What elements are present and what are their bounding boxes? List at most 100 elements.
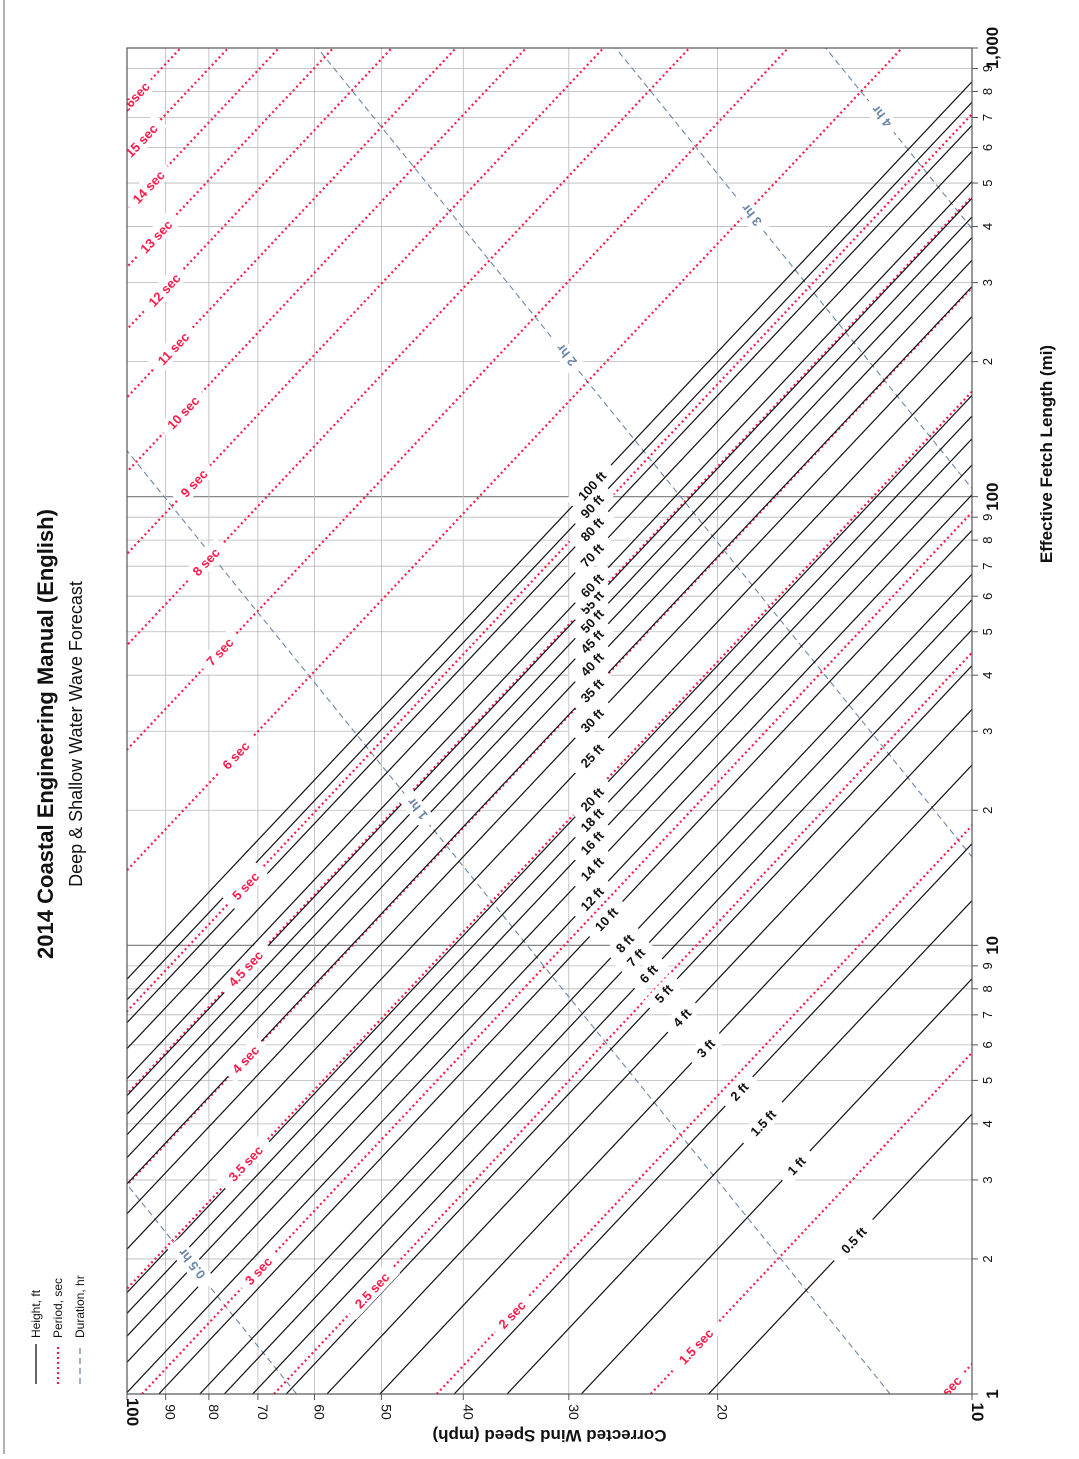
duration-label-background [546, 334, 586, 377]
period-label-group: 7 sec [196, 627, 243, 676]
height-label-background [568, 696, 615, 744]
period-line-10-sec [127, 48, 527, 1394]
period-label-background [170, 459, 217, 507]
x-tick-label: 2 [980, 807, 995, 814]
x-tick-label: 3 [980, 728, 995, 735]
height-line-18-ft [127, 48, 972, 1394]
height-label-group: 7 ft [615, 936, 656, 978]
period-label-background [127, 73, 158, 121]
period-label-background [216, 1133, 274, 1193]
x-tick-label: 6 [980, 1041, 995, 1048]
height-label-background [568, 796, 615, 844]
height-line-2-ft [453, 48, 972, 1394]
height-label-background [615, 936, 656, 978]
x-tick-label: 7 [980, 114, 995, 121]
height-label-background [568, 561, 615, 609]
grid [127, 48, 972, 1394]
x-tick-label: 4 [980, 672, 995, 679]
height-line-4-ft [326, 48, 972, 1394]
height-line-7-ft [223, 48, 972, 1394]
height-line-50-ft [127, 48, 972, 1394]
x-tick-label: 5 [980, 1077, 995, 1084]
x-tick-label: 8 [980, 985, 995, 992]
y-tick-label: 60 [311, 1404, 327, 1420]
period-label-background [222, 862, 269, 910]
height-line-55-ft [127, 48, 972, 1394]
y-tick-label: 10 [968, 1403, 987, 1422]
height-line-25-ft [127, 48, 972, 1394]
x-tick-label: 7 [980, 1011, 995, 1018]
height-label-background [685, 1027, 726, 1069]
x-tick-label: 1 [983, 1389, 1002, 1398]
height-label-group: 14 ft [568, 845, 615, 893]
height-line-0-5-ft [708, 48, 972, 1394]
x-tick-label: 6 [980, 593, 995, 600]
x-tick-label: 9 [980, 514, 995, 521]
height-line-90-ft [127, 48, 972, 1394]
period-label-background [212, 731, 259, 779]
height-label-background [568, 666, 615, 715]
period-label-background [222, 1035, 269, 1083]
height-line-12-ft [127, 48, 972, 1394]
duration-line-1-hr [127, 48, 891, 1394]
height-line-8-ft [199, 48, 972, 1394]
y-tick-label: 40 [460, 1404, 476, 1420]
y-axis: 10 20 30 40 50 60 70 80 90 100 Corrected Wind Spee… [123, 1394, 987, 1445]
x-tick-label: 8 [980, 537, 995, 544]
height-label-background [661, 996, 702, 1039]
y-tick-label: 70 [255, 1404, 271, 1420]
period-line-11-sec [127, 48, 457, 1394]
height-label-background [568, 640, 615, 688]
legend-label-period-sec: Period, sec [51, 1278, 65, 1338]
period-label-background [130, 209, 182, 263]
height-label-background [568, 818, 615, 867]
height-line-6-ft [252, 48, 972, 1394]
height-label-background [643, 972, 684, 1015]
period-line-5-sec [127, 48, 972, 1394]
y-tick-label: 50 [378, 1404, 394, 1420]
height-label-background [568, 775, 615, 823]
legend: Height, ft Period, sec Duration, hr [29, 1275, 87, 1384]
period-line-8-sec [127, 48, 691, 1394]
y-axis-label: Corrected Wind Speed (mph) [432, 1426, 666, 1445]
period-label-background [127, 160, 175, 214]
legend-label-height-ft: Height, ft [29, 1289, 43, 1338]
period-label-background [343, 1260, 401, 1320]
x-tick-label: 4 [980, 1120, 995, 1127]
height-line-35-ft [127, 48, 972, 1394]
height-label-background [568, 731, 615, 780]
height-label-background [568, 505, 615, 553]
height-label-background [568, 875, 615, 923]
y-tick-label: 90 [163, 1404, 179, 1420]
height-label-background [568, 617, 615, 665]
height-line-45-ft [127, 48, 972, 1394]
legend-label-duration-hr: Duration, hr [73, 1275, 87, 1338]
x-tick-label: 2 [980, 1255, 995, 1262]
height-label-background [583, 895, 630, 943]
height-label-background [827, 1213, 880, 1267]
x-tick-label: 7 [980, 563, 995, 570]
height-label-background [568, 597, 615, 645]
x-tick-label: 100 [983, 482, 1002, 510]
period-label-background [147, 321, 199, 375]
height-label-background [568, 531, 615, 579]
x-tick-label: 9 [980, 65, 995, 72]
y-tick-label: 30 [566, 1404, 582, 1420]
x-tick-label: 4 [980, 223, 995, 230]
period-label-background [127, 113, 167, 167]
y-tick-label: 100 [123, 1398, 142, 1426]
x-tick-label: 10 [983, 936, 1002, 955]
period-line-4-5-sec [127, 48, 972, 1394]
height-line-40-ft [127, 48, 972, 1394]
y-tick-label: 20 [715, 1404, 731, 1420]
period-label-background [488, 1290, 535, 1339]
height-line-70-ft [127, 48, 972, 1394]
height-line-3-ft [379, 48, 972, 1394]
height-label-background [566, 459, 618, 513]
duration-label-background [166, 1236, 217, 1292]
period-label-background [216, 938, 274, 998]
x-tick-label: 3 [980, 279, 995, 286]
y-tick-label: 80 [206, 1404, 222, 1420]
height-label-background [568, 482, 615, 530]
